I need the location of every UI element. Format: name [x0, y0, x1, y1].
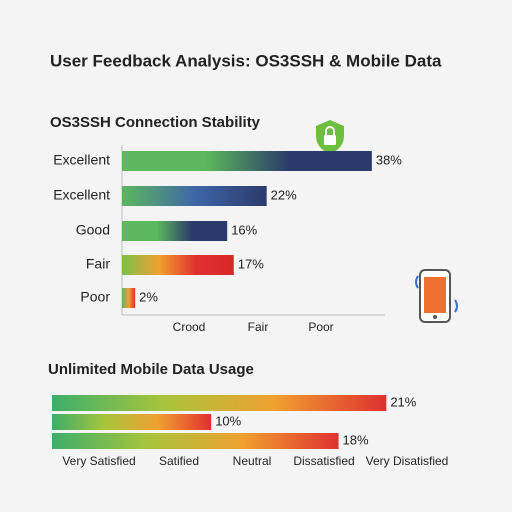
bar — [122, 221, 228, 241]
bar — [52, 395, 387, 411]
x-label: Crood — [173, 320, 206, 334]
value-label: 22% — [271, 187, 297, 202]
shield-icon — [316, 120, 344, 154]
chart-title: Unlimited Mobile Data Usage — [48, 361, 254, 378]
x-label: Dissatisfied — [293, 454, 354, 468]
x-label: Very Disatisfied — [366, 454, 449, 468]
page-title: User Feedback Analysis: OS3SSH & Mobile … — [50, 51, 442, 70]
x-label: Neutral — [233, 454, 272, 468]
chart-title: OS3SSH Connection Stability — [50, 114, 261, 131]
category-label: Fair — [86, 256, 110, 272]
bar — [122, 186, 267, 206]
value-label: 16% — [231, 222, 257, 237]
bar — [122, 151, 372, 171]
bar — [122, 288, 136, 308]
category-label: Excellent — [53, 152, 110, 168]
x-label: Fair — [248, 320, 269, 334]
bar — [52, 414, 212, 430]
value-label: 18% — [343, 432, 369, 447]
value-label: 17% — [238, 256, 264, 271]
bar — [122, 255, 234, 275]
value-label: 38% — [376, 152, 402, 167]
value-label: 10% — [215, 413, 241, 428]
x-label: Satified — [159, 454, 199, 468]
value-label: 2% — [139, 289, 158, 304]
category-label: Excellent — [53, 187, 110, 203]
value-label: 21% — [390, 394, 416, 409]
x-label: Very Satisfied — [62, 454, 135, 468]
category-label: Poor — [80, 289, 110, 305]
category-label: Good — [76, 222, 110, 238]
x-label: Poor — [308, 320, 333, 334]
phone-icon — [415, 269, 458, 323]
bar — [52, 433, 339, 449]
